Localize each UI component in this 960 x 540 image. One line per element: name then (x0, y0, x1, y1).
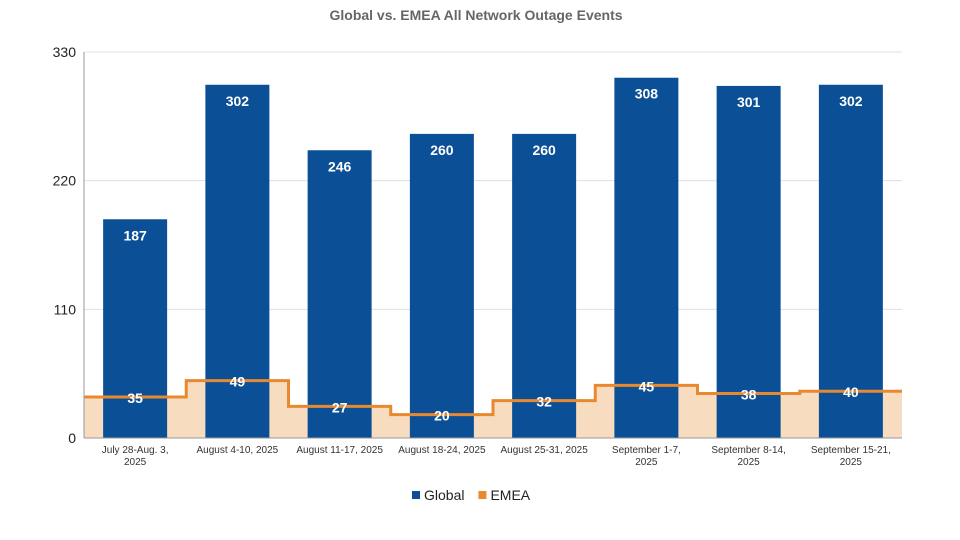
emea-line (84, 379, 902, 417)
legend[interactable]: Global EMEA (412, 487, 531, 503)
axes: 0 110 220 330 July 28-Aug. 3, 2025 August 4-10… (53, 44, 902, 468)
global-data-label: 260 (430, 142, 454, 158)
y-tick-label: 220 (53, 173, 77, 189)
emea-data-label: 45 (639, 378, 655, 394)
global-data-label: 260 (532, 142, 556, 158)
x-tick-label: August 11-17, 2025 (296, 445, 383, 456)
emea-data-label: 32 (536, 394, 552, 410)
emea-data-label: 40 (843, 384, 859, 400)
global-bar (614, 77, 679, 438)
legend-swatch-global (412, 491, 420, 499)
emea-data-label: 49 (230, 374, 246, 390)
global-bar (103, 219, 168, 438)
global-bar (205, 84, 270, 438)
emea-data-label: 38 (741, 387, 757, 403)
global-bar (512, 133, 577, 438)
global-data-label: 301 (737, 94, 761, 110)
legend-label-emea[interactable]: EMEA (490, 487, 530, 503)
x-tick-label: July 28-Aug. 3, 2025 (102, 445, 169, 468)
x-tick-label: August 4-10, 2025 (197, 445, 279, 456)
x-tick-label: September 1-7, 2025 (612, 445, 681, 468)
global-data-label: 302 (839, 93, 863, 109)
global-bar (409, 133, 474, 438)
emea-data-label: 35 (127, 390, 143, 406)
emea-step-line (84, 379, 902, 417)
global-bars (103, 77, 883, 439)
data-labels: 187 302 246 260 260 308 301 302 35 49 27 20 32 45 38 40 (123, 86, 862, 424)
emea-data-label: 27 (332, 399, 348, 415)
global-data-label: 187 (123, 227, 147, 243)
y-tick-label: 110 (54, 301, 77, 317)
legend-swatch-emea (478, 491, 487, 499)
x-tick-label: August 18-24, 2025 (398, 445, 486, 456)
y-tick-label: 330 (53, 44, 77, 60)
global-data-label: 302 (226, 93, 250, 109)
global-bar (716, 85, 781, 439)
global-data-label: 308 (635, 86, 659, 102)
x-tick-label: September 8-14, 2025 (711, 445, 786, 468)
global-data-label: 246 (328, 158, 352, 174)
global-bar (307, 150, 372, 438)
emea-data-label: 20 (434, 408, 450, 424)
x-tick-label: September 15-21, 2025 (811, 445, 891, 468)
x-tick-label: August 25-31, 2025 (500, 445, 588, 456)
legend-label-global[interactable]: Global (424, 487, 464, 503)
chart-title: Global vs. EMEA All Network Outage Event… (329, 7, 622, 23)
y-tick-label: 0 (68, 430, 76, 446)
global-bar (818, 84, 883, 438)
